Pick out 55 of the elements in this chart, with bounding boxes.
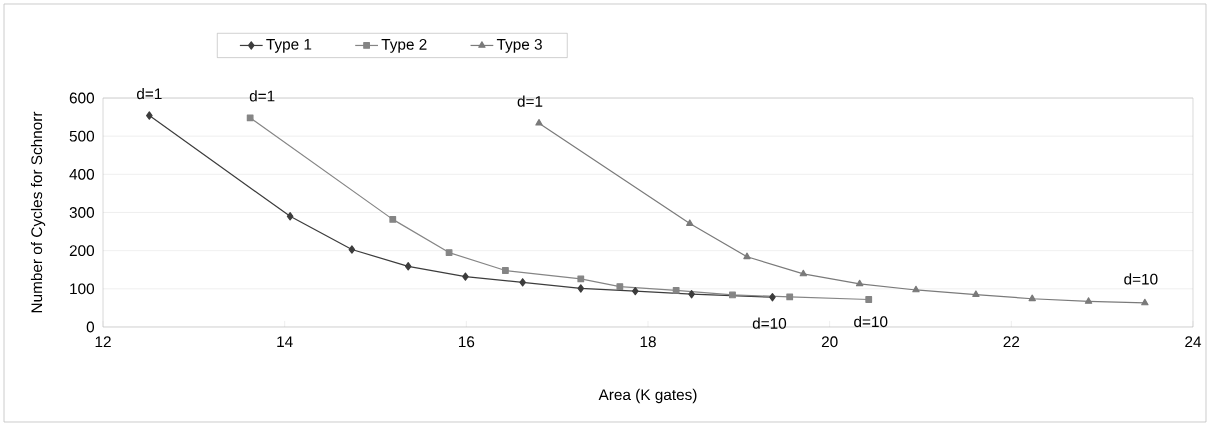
point [688, 289, 695, 299]
x-tick-label: 12 [95, 336, 111, 348]
point [389, 215, 397, 223]
point [799, 269, 808, 277]
legend-label: Type 2 [381, 38, 427, 53]
x-tick-label: 18 [640, 336, 656, 348]
y-tick-label: 300 [69, 207, 95, 218]
x-tick-label: 22 [1003, 336, 1020, 348]
x-tick-label: 24 [1185, 336, 1202, 348]
point [631, 286, 639, 296]
x-axis-title: Area (K gates) [598, 388, 697, 404]
annotation: d=10 [854, 315, 888, 328]
annotation: d=10 [752, 317, 787, 329]
point [729, 291, 736, 299]
y-tick-label: 0 [86, 321, 95, 333]
y-tick-label: 500 [69, 130, 95, 142]
point [462, 272, 469, 281]
legend-label: Type 3 [496, 38, 542, 53]
y-tick-label: 200 [69, 245, 95, 257]
point [855, 279, 864, 287]
point [519, 278, 526, 287]
point [769, 293, 776, 302]
point [743, 252, 751, 260]
x-tick-label: 16 [458, 336, 475, 348]
point [535, 118, 543, 126]
annotation: d=1 [249, 90, 275, 102]
annotation: d=1 [136, 87, 162, 100]
x-tick-label: 20 [821, 336, 838, 348]
point [1084, 297, 1093, 304]
point [786, 293, 794, 301]
point [577, 275, 585, 283]
legend-label: Type 1 [266, 39, 312, 53]
y-tick-label: 100 [70, 283, 95, 295]
x-tick-label: 14 [277, 336, 293, 347]
point [616, 283, 624, 290]
y-tick-label: 600 [69, 92, 95, 104]
point [404, 262, 412, 271]
point [502, 267, 509, 274]
annotation: d=1 [517, 95, 543, 107]
point [577, 284, 585, 293]
point [1028, 294, 1036, 302]
point [445, 249, 453, 256]
point [972, 290, 980, 297]
annotation: d=10 [1124, 273, 1158, 285]
point [1141, 298, 1149, 306]
point [686, 219, 694, 226]
point [246, 114, 254, 122]
point [286, 212, 294, 221]
point [912, 285, 920, 293]
y-axis-title: Number of Cycles for Schnorr [30, 111, 46, 313]
point [146, 111, 153, 120]
point [348, 245, 356, 254]
point [672, 286, 680, 294]
y-tick-label: 400 [69, 168, 95, 180]
point [865, 296, 873, 303]
